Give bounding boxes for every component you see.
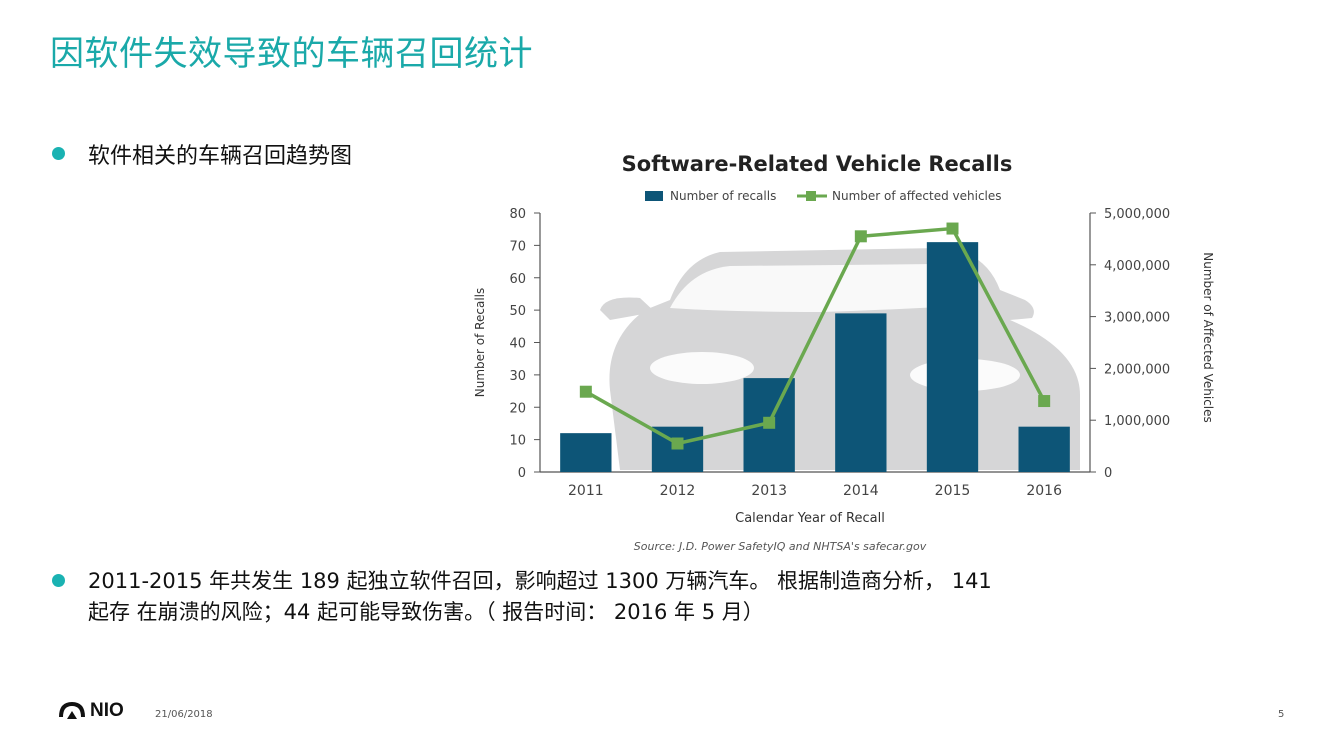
y2-axis-label: Number of Affected Vehicles (1201, 252, 1215, 423)
line-affected-vehicles (584, 226, 1046, 446)
y-tick-label: 80 (509, 207, 526, 222)
car-windows (650, 264, 1020, 391)
bullet-summary-line1: 2011-2015 年共发生 189 起独立软件召回，影响超过 1300 万辆汽… (88, 569, 992, 593)
x-tick-label: 2011 (568, 483, 604, 499)
y-tick-label: 30 (509, 369, 526, 384)
bar-recalls-2015 (926, 242, 979, 472)
y-tick-label: 20 (509, 401, 526, 416)
bullet-dot (52, 574, 65, 587)
x-tick-label: 2013 (751, 483, 787, 499)
page-number: 5 (1278, 709, 1285, 720)
y2-tick-label: 2,000,000 (1104, 362, 1170, 377)
bar-recalls-2014 (835, 313, 887, 472)
y-axis-label: Number of Recalls (473, 288, 487, 397)
legend-marker-vehicles (806, 191, 816, 201)
legend-label-recalls: Number of recalls (670, 189, 776, 203)
y-tick-label: 70 (509, 239, 526, 254)
x-axis-label: Calendar Year of Recall (735, 511, 885, 526)
y2-tick-label: 1,000,000 (1104, 414, 1170, 429)
y2-tick-label: 3,000,000 (1104, 311, 1170, 326)
bullet-trend-chart: 软件相关的车辆召回趋势图 (88, 144, 353, 169)
x-tick-label: 2016 (1026, 483, 1062, 499)
nio-logo-icon (59, 701, 85, 719)
point-vehicles-2011 (579, 385, 592, 398)
nio-logo-text: NIO (90, 700, 124, 721)
point-vehicles-2014 (854, 230, 867, 243)
bar-recalls-2016 (1018, 426, 1070, 472)
point-vehicles-2016 (1038, 395, 1051, 408)
y2-tick-label: 5,000,000 (1104, 207, 1170, 222)
x-tick-label: 2014 (843, 483, 879, 499)
legend-swatch-recalls (645, 191, 663, 201)
y-tick-label: 40 (509, 337, 526, 352)
bullet-summary-line2: 起存 在崩溃的风险；44 起可能导致伤害。（ 报告时间： 2016 年 5 月） (88, 600, 764, 624)
footer-date: 21/06/2018 (155, 709, 213, 720)
bar-recalls-2011 (560, 433, 612, 472)
y-tick-label: 60 (509, 272, 526, 287)
bullet-dot (52, 147, 65, 160)
y-tick-label: 10 (509, 434, 526, 449)
chart-source: Source: J.D. Power SafetyIQ and NHTSA's … (634, 540, 927, 553)
slide-title: 因软件失效导致的车辆召回统计 (50, 34, 533, 74)
y2-tick-label: 4,000,000 (1104, 259, 1170, 274)
y2-tick-label: 0 (1104, 466, 1112, 481)
x-tick-label: 2012 (660, 483, 696, 499)
point-vehicles-2015 (946, 222, 959, 235)
bullet-summary: 2011-2015 年共发生 189 起独立软件召回，影响超过 1300 万辆汽… (88, 566, 992, 628)
x-tick-label: 2015 (935, 483, 971, 499)
nio-logo: NIO (58, 700, 124, 722)
chart-title: Software-Related Vehicle Recalls (622, 152, 1013, 176)
point-vehicles-2012 (671, 437, 684, 450)
point-vehicles-2013 (763, 416, 776, 429)
y-tick-label: 50 (509, 304, 526, 319)
y-tick-label: 0 (518, 466, 526, 481)
legend-label-vehicles: Number of affected vehicles (832, 189, 1002, 203)
recalls-chart: Software-Related Vehicle Recalls Number … (473, 152, 1215, 553)
